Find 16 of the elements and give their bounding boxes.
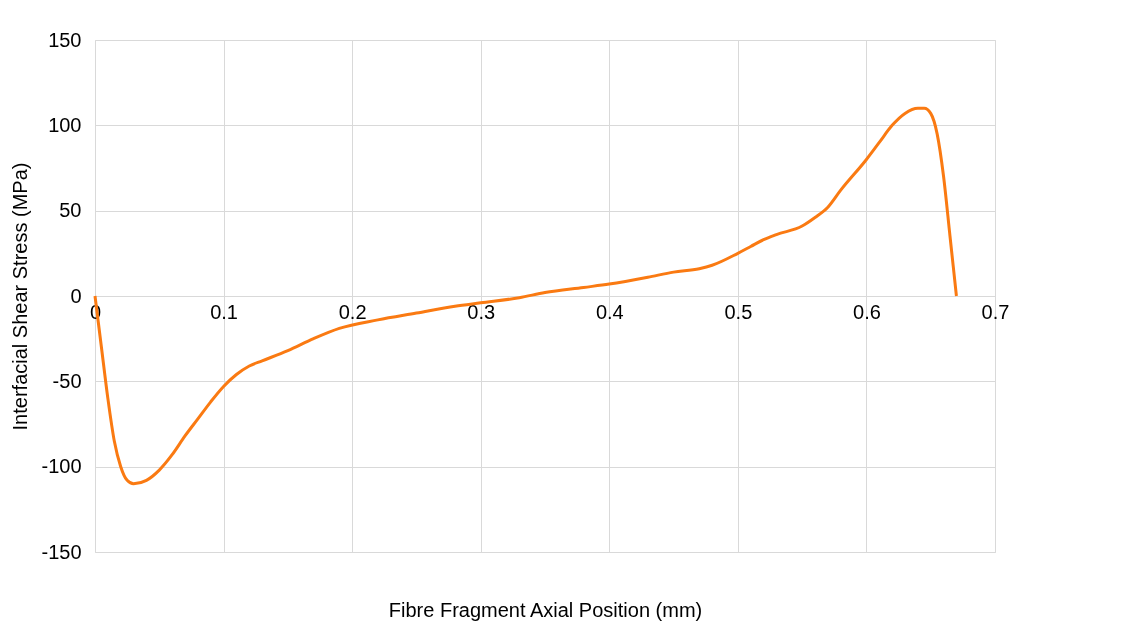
y-tick-label: 0 bbox=[70, 284, 82, 307]
y-tick-label: 100 bbox=[48, 113, 82, 136]
x-tick-label: 0.5 bbox=[724, 300, 753, 323]
x-tick-label: 0.6 bbox=[853, 300, 881, 323]
x-tick-label: 0.4 bbox=[595, 300, 624, 323]
y-tick-label: 50 bbox=[59, 199, 82, 222]
x-tick-label: 0.2 bbox=[338, 300, 367, 323]
y-tick-label: -100 bbox=[41, 455, 82, 478]
y-axis-title: Interfacial Shear Stress (MPa) bbox=[9, 162, 32, 431]
y-tick-label: -150 bbox=[41, 540, 82, 563]
x-tick-label: 0.1 bbox=[210, 300, 238, 323]
x-tick-label: 0.7 bbox=[981, 300, 1010, 323]
y-tick-label: -50 bbox=[52, 369, 82, 392]
y-tick-label: 150 bbox=[48, 28, 82, 51]
x-axis-title: Fibre Fragment Axial Position (mm) bbox=[388, 598, 703, 621]
x-tick-label: 0.3 bbox=[467, 300, 496, 323]
